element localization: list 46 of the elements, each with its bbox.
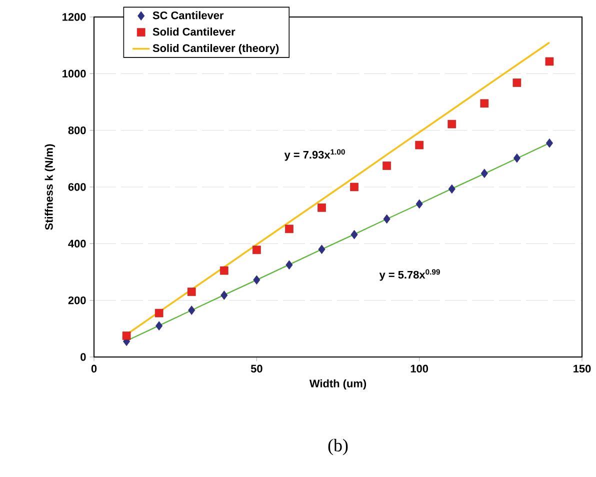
point xyxy=(513,153,520,163)
point xyxy=(286,260,293,270)
point xyxy=(318,204,326,212)
y-tick-label: 1200 xyxy=(62,13,86,21)
point xyxy=(545,57,554,66)
y-tick-label: 0 xyxy=(80,353,86,361)
point xyxy=(480,99,489,108)
point xyxy=(546,138,553,148)
y-tick-label: 800 xyxy=(68,126,86,134)
point xyxy=(252,246,261,254)
point xyxy=(448,184,456,194)
y-tick-label: 600 xyxy=(68,183,86,191)
point xyxy=(156,321,163,330)
point xyxy=(415,140,424,150)
legend-label: Solid Cantilever (theory) xyxy=(152,44,279,54)
point xyxy=(187,288,196,296)
y-axis-title: Stiffness k (N/m) xyxy=(44,144,56,230)
point xyxy=(318,244,326,254)
point xyxy=(480,168,488,178)
annotation: y = 5.78x$^{0.99}$ xyxy=(379,269,440,281)
x-tick-label: 150 xyxy=(574,364,591,373)
point xyxy=(220,290,228,300)
x-tick-label: 100 xyxy=(410,364,428,373)
point xyxy=(416,199,423,209)
x-tick-label: 50 xyxy=(250,364,262,373)
legend-label: Solid Cantilever xyxy=(152,28,236,36)
point xyxy=(220,266,228,275)
x-tick-label: 0 xyxy=(91,364,97,373)
point xyxy=(122,332,131,340)
point xyxy=(285,224,294,234)
x-axis-title: Width (um) xyxy=(309,379,366,390)
point xyxy=(350,182,358,192)
y-tick-label: 1000 xyxy=(62,70,86,78)
point xyxy=(154,308,164,318)
point xyxy=(188,306,196,315)
text: (b) xyxy=(328,438,348,456)
point xyxy=(382,162,391,170)
legend-label: SC Cantilever xyxy=(152,11,224,20)
y-tick-label: 400 xyxy=(68,240,86,248)
point xyxy=(383,214,390,224)
y-tick-label: 200 xyxy=(68,296,86,304)
point xyxy=(512,78,522,87)
point xyxy=(448,120,456,128)
annotation: y = 7.93x$^{1.00}$ xyxy=(284,149,345,161)
point xyxy=(253,275,260,285)
point xyxy=(350,230,358,240)
